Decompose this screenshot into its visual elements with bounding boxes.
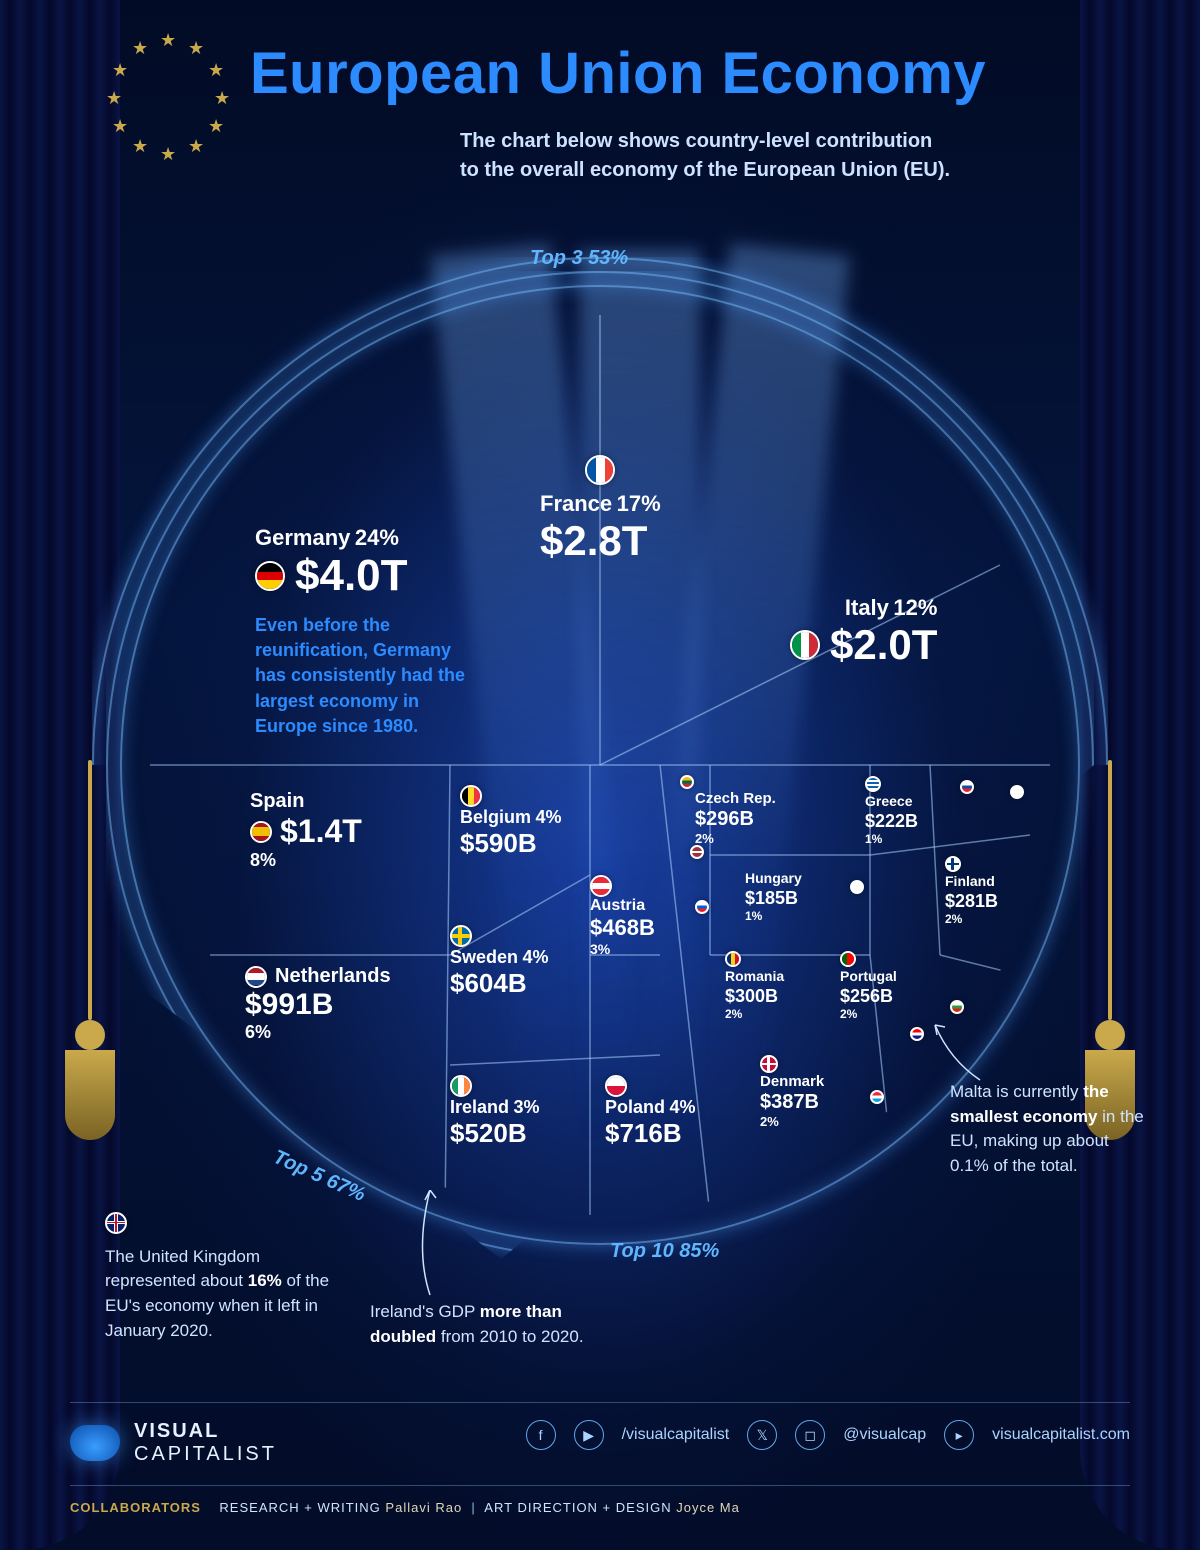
ireland-annotation: Ireland's GDP more than doubled from 201… bbox=[370, 1300, 630, 1349]
arc-label-top3: Top 3 53% bbox=[530, 247, 628, 270]
country-austria: Austria $468B 3% bbox=[590, 875, 655, 957]
flag-uk-icon bbox=[105, 1212, 127, 1234]
country-poland: Poland 4% $716B bbox=[605, 1075, 695, 1149]
footer: VISUAL CAPITALIST f ▶ /visualcapitalist … bbox=[0, 1390, 1200, 1550]
social-handle-tw: @visualcap bbox=[843, 1426, 926, 1444]
flag-latvia-icon bbox=[690, 845, 704, 859]
flag-poland-icon bbox=[605, 1075, 627, 1097]
flag-sweden-icon bbox=[450, 925, 472, 947]
collaborators: COLLABORATORS RESEARCH + WRITING Pallavi… bbox=[70, 1500, 740, 1515]
flag-france-icon bbox=[585, 455, 615, 485]
ireland-arrow-icon bbox=[410, 1190, 450, 1300]
country-spain: Spain $1.4T 8% bbox=[250, 790, 362, 871]
flag-romania-icon bbox=[725, 951, 741, 967]
eu-stars-icon: ★ ★ ★ ★ ★ ★ ★ ★ ★ ★ ★ ★ bbox=[110, 30, 230, 150]
vc-logo-icon bbox=[70, 1425, 120, 1461]
social-web: visualcapitalist.com bbox=[992, 1426, 1130, 1444]
flag-germany-icon bbox=[255, 561, 285, 591]
flag-slovenia-icon bbox=[695, 900, 709, 914]
country-netherlands: Netherlands $991B 6% bbox=[245, 965, 391, 1043]
country-sweden: Sweden 4% $604B bbox=[450, 925, 549, 999]
instagram-icon[interactable]: ◻ bbox=[795, 1420, 825, 1450]
country-germany: Germany 24% $4.0T Even before the reunif… bbox=[255, 525, 485, 739]
arc-label-top10: Top 10 85% bbox=[610, 1240, 719, 1263]
source-text: Source: International Monetary Fund (202… bbox=[761, 0, 1110, 1392]
flag-austria-icon bbox=[590, 875, 612, 897]
twitter-icon[interactable]: 𝕏 bbox=[747, 1420, 777, 1450]
uk-annotation: The United Kingdom represented about 16%… bbox=[105, 1210, 335, 1343]
country-ireland: Ireland 3% $520B bbox=[450, 1075, 540, 1149]
divider bbox=[70, 1485, 1130, 1486]
social-links: f ▶ /visualcapitalist 𝕏 ◻ @visualcap ▸ v… bbox=[526, 1420, 1130, 1450]
divider bbox=[70, 1402, 1130, 1403]
facebook-icon[interactable]: f bbox=[526, 1420, 556, 1450]
germany-annotation: Even before the reunification, Germany h… bbox=[255, 613, 485, 739]
social-handle-fb: /visualcapitalist bbox=[622, 1426, 730, 1444]
flag-spain-icon bbox=[250, 821, 272, 843]
country-belgium: Belgium 4% $590B bbox=[460, 785, 561, 859]
youtube-icon[interactable]: ▶ bbox=[574, 1420, 604, 1450]
flag-belgium-icon bbox=[460, 785, 482, 807]
flag-lithuania-icon bbox=[680, 775, 694, 789]
web-icon[interactable]: ▸ bbox=[944, 1420, 974, 1450]
flag-netherlands-icon bbox=[245, 966, 267, 988]
brand-logo: VISUAL CAPITALIST bbox=[70, 1420, 277, 1466]
country-france: France 17% $2.8T bbox=[540, 455, 661, 565]
flag-ireland-icon bbox=[450, 1075, 472, 1097]
